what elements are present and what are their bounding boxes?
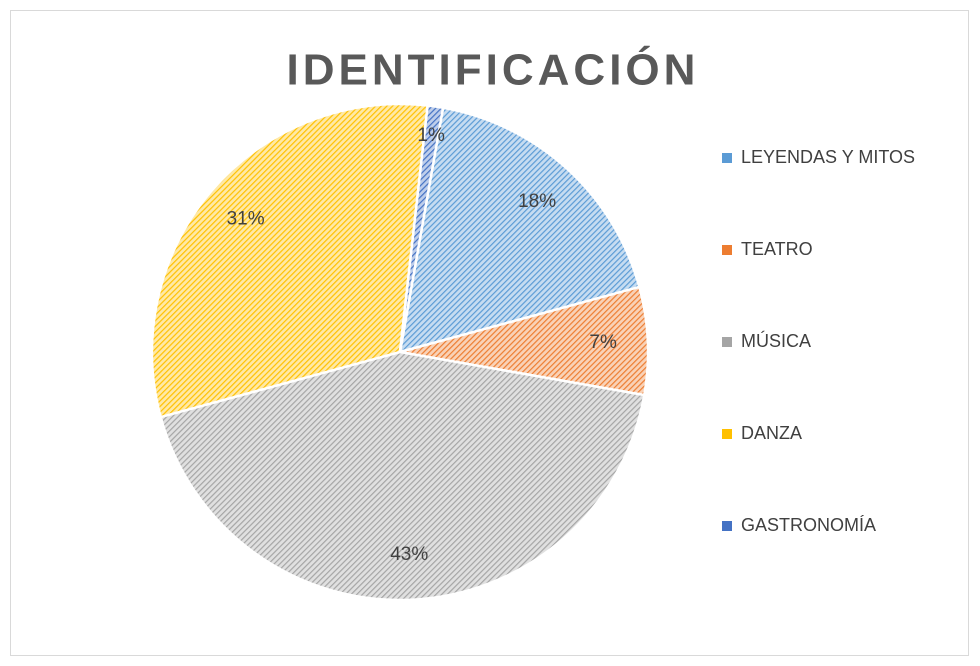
legend-label: TEATRO: [741, 239, 813, 259]
pie-slice: [399, 285, 650, 397]
pie-slice: [398, 104, 445, 353]
legend-swatch: [722, 429, 732, 439]
legend-swatch: [722, 245, 732, 255]
legend-label: GASTRONOMÍA: [741, 515, 876, 535]
chart-title: IDENTIFICACIÓN: [287, 45, 700, 95]
legend-swatch: [722, 153, 732, 163]
pie-slice: [398, 106, 641, 354]
legend-swatch: [722, 521, 732, 531]
data-label: 1%: [417, 125, 445, 146]
pie-slice: [159, 350, 646, 602]
legend-swatch: [722, 337, 732, 347]
legend-label: DANZA: [741, 423, 802, 443]
data-label: 31%: [227, 209, 265, 230]
legend-label: MÚSICA: [741, 330, 811, 351]
data-label: 7%: [589, 332, 617, 353]
data-label: 18%: [518, 191, 556, 212]
pie-slice: [150, 102, 430, 419]
legend-label: LEYENDAS Y MITOS: [741, 147, 915, 167]
data-label: 43%: [390, 544, 428, 565]
